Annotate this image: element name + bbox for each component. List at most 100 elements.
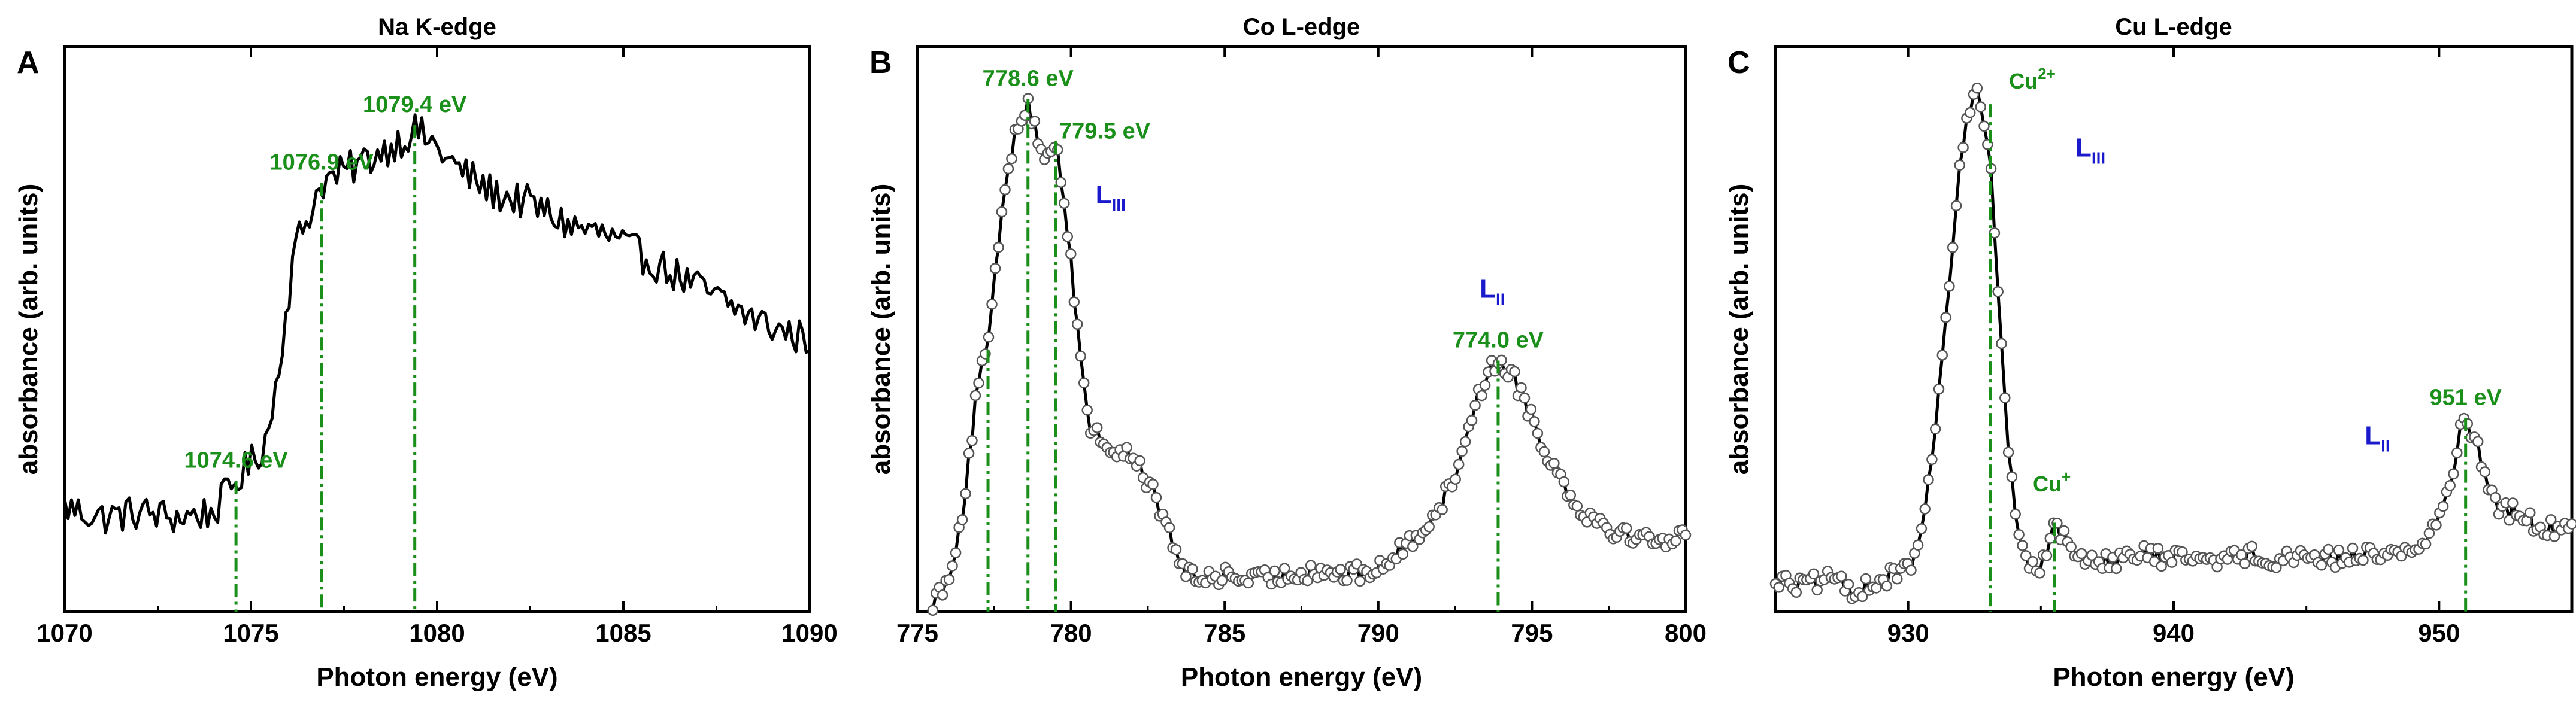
x-tick-label: 790 [1357,619,1399,647]
data-point [2566,518,2576,530]
data-point [2545,514,2557,525]
data-point [1842,578,1854,590]
x-tick-label: 780 [1050,619,1092,647]
data-point [996,206,1008,218]
data-point [1147,479,1159,490]
data-point [1975,101,1986,113]
label-superscript: + [2062,467,2071,485]
data-point [937,589,948,601]
ion-label: Cu+ [2033,467,2071,496]
data-point [2437,500,2449,512]
data-point [1773,582,1785,593]
data-point [2006,471,2018,483]
data-point [1670,535,1681,547]
data-point [960,488,971,500]
edge-label: LII [1480,275,1505,309]
data-point [1341,575,1353,586]
edge-label: LIII [2075,133,2105,168]
data-point [2156,560,2167,572]
data-point [1479,379,1491,391]
data-point [2027,556,2039,567]
data-point [1269,565,1280,577]
data-point [1216,575,1228,587]
data-point [986,299,998,310]
data-point [1811,584,1823,596]
data-point [943,574,955,585]
data-point [2489,491,2501,503]
data-point [2323,543,2334,555]
x-tick-label: 950 [2418,619,2460,647]
x-tick-label: 1080 [409,619,465,647]
data-point [2017,540,2028,551]
data-point [1078,377,1090,389]
data-point [956,514,968,525]
data-point [2420,538,2432,550]
x-tick-label: 1075 [223,619,278,647]
data-point [1006,153,1017,165]
data-point [2347,542,2359,554]
x-tick-label: 1070 [37,619,92,647]
data-point [1459,436,1471,448]
x-tick-label: 795 [1511,619,1553,647]
panel-letter: C [1728,45,1750,80]
data-point [2058,525,2070,537]
data-point [1836,570,1847,582]
data-point [1936,350,1948,361]
x-tick-label: 1090 [781,619,837,647]
x-tick-label: 785 [1204,619,1245,647]
annotation-label: 779.5 eV [1059,118,1151,144]
data-point [1055,177,1067,188]
edge-label: LII [2365,421,2390,455]
data-point [1163,522,1175,533]
data-point [2034,567,2045,579]
data-point [1335,564,1346,575]
data-point [1029,116,1041,127]
data-point [2423,527,2435,539]
data-point [947,560,958,572]
data-point [1002,163,1014,175]
data-point [2152,542,2164,554]
x-axis-label: Photon energy (eV) [2053,663,2294,692]
data-point [999,184,1011,196]
data-point [1469,399,1481,411]
data-point [2507,497,2519,509]
data-point [1881,580,1893,592]
data-point [2246,540,2257,552]
data-point [1532,427,1544,439]
data-point [1068,296,1080,308]
chart-title: Co L-edge [1243,14,1360,40]
annotation-label: 1074.6 eV [184,448,288,473]
data-point [1091,422,1103,433]
label-subscript: III [1112,196,1126,214]
data-point [1121,442,1132,453]
panel-a: Na K-edge A Photon energy (eV) absorbance (… [14,14,838,692]
data-point [993,241,1004,253]
data-point [1170,543,1182,555]
label-subscript: III [2092,149,2105,168]
x-tick-label: 1085 [595,619,651,647]
data-point [1397,548,1409,560]
label-main: Cu [2009,69,2038,93]
data-point [1971,83,1983,94]
data-point [2010,509,2021,520]
data-point [1081,404,1093,416]
data-point [1450,473,1461,485]
label-main: L [2075,133,2092,163]
annotation-label: 1076.9 eV [270,150,374,175]
data-point [2548,531,2560,542]
data-point [2472,436,2484,448]
chart-title: Cu L-edge [2115,14,2232,40]
data-point [1519,392,1531,404]
data-point [2110,563,2122,575]
data-point [1242,577,1254,589]
data-point [2065,541,2077,553]
data-point [1919,503,1931,515]
data-point [1808,568,1820,580]
label-main: Cu [2033,472,2062,496]
data-point [1423,521,1435,533]
data-point [1305,560,1317,572]
data-point [1940,312,1951,323]
data-point [2525,507,2536,519]
data-point [2020,550,2032,561]
